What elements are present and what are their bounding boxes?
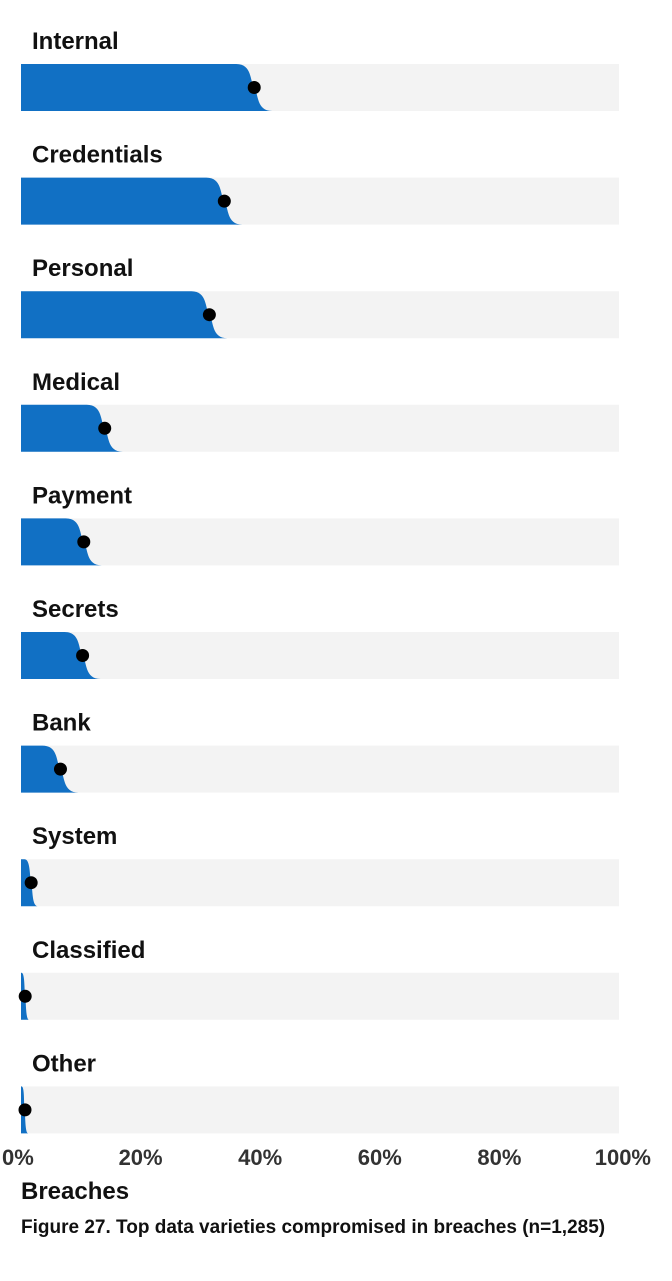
bar-track-payment	[21, 518, 619, 566]
category-label-personal: Personal	[32, 255, 133, 282]
row-payment: Payment	[21, 482, 619, 566]
row-other: Other	[18, 1050, 619, 1134]
value-point-system	[24, 876, 38, 890]
row-classified: Classified	[18, 937, 619, 1020]
value-point-bank	[53, 762, 67, 776]
x-tick-label-0: 0%	[2, 1145, 34, 1170]
value-point-other	[18, 1103, 32, 1117]
bar-personal	[21, 291, 228, 339]
row-internal: Internal	[21, 28, 619, 111]
category-label-internal: Internal	[32, 28, 119, 55]
row-medical: Medical	[21, 369, 619, 452]
row-secrets: Secrets	[21, 596, 619, 679]
bar-track-bank	[21, 745, 619, 793]
row-personal: Personal	[21, 255, 619, 339]
row-bank: Bank	[21, 710, 619, 793]
category-label-payment: Payment	[32, 482, 132, 509]
category-label-secrets: Secrets	[32, 596, 119, 623]
category-label-classified: Classified	[32, 937, 145, 964]
category-label-bank: Bank	[32, 710, 91, 737]
bar-other	[21, 1086, 29, 1134]
bar-track-classified	[21, 972, 619, 1020]
x-axis: 0% 20% 40% 60% 80% 100%	[2, 1145, 651, 1170]
x-tick-label-80: 80%	[477, 1145, 521, 1170]
bar-track-secrets	[21, 632, 619, 679]
category-label-credentials: Credentials	[32, 142, 163, 169]
value-point-credentials	[217, 194, 231, 208]
category-label-medical: Medical	[32, 369, 120, 396]
chart-rows: Internal Credentials Personal Medical Paymen…	[18, 28, 619, 1134]
x-axis-label: Breaches	[21, 1178, 129, 1205]
bar-chart: Internal Credentials Personal Medical Paymen…	[2, 28, 651, 1205]
row-system: System	[21, 823, 619, 907]
bar-bank	[21, 745, 79, 793]
value-point-medical	[98, 421, 112, 435]
x-tick-label-20: 20%	[119, 1145, 163, 1170]
bar-medical	[21, 404, 123, 452]
value-point-personal	[202, 308, 216, 322]
value-point-classified	[18, 989, 32, 1003]
bar-secrets	[21, 632, 101, 679]
bar-internal	[21, 64, 273, 111]
x-tick-label-100: 100%	[595, 1145, 651, 1170]
x-tick-label-60: 60%	[358, 1145, 402, 1170]
value-point-payment	[77, 535, 91, 549]
row-credentials: Credentials	[21, 142, 619, 225]
bar-credentials	[21, 177, 243, 225]
figure-caption: Figure 27. Top data varieties compromise…	[21, 1217, 606, 1238]
bar-track-medical	[21, 404, 619, 452]
x-tick-label-40: 40%	[238, 1145, 282, 1170]
bar-payment	[21, 518, 102, 566]
category-label-system: System	[32, 823, 117, 850]
value-point-secrets	[76, 649, 90, 662]
bar-track-system	[21, 859, 619, 907]
bar-track-other	[21, 1086, 619, 1134]
category-label-other: Other	[32, 1050, 96, 1077]
value-point-internal	[247, 81, 261, 94]
